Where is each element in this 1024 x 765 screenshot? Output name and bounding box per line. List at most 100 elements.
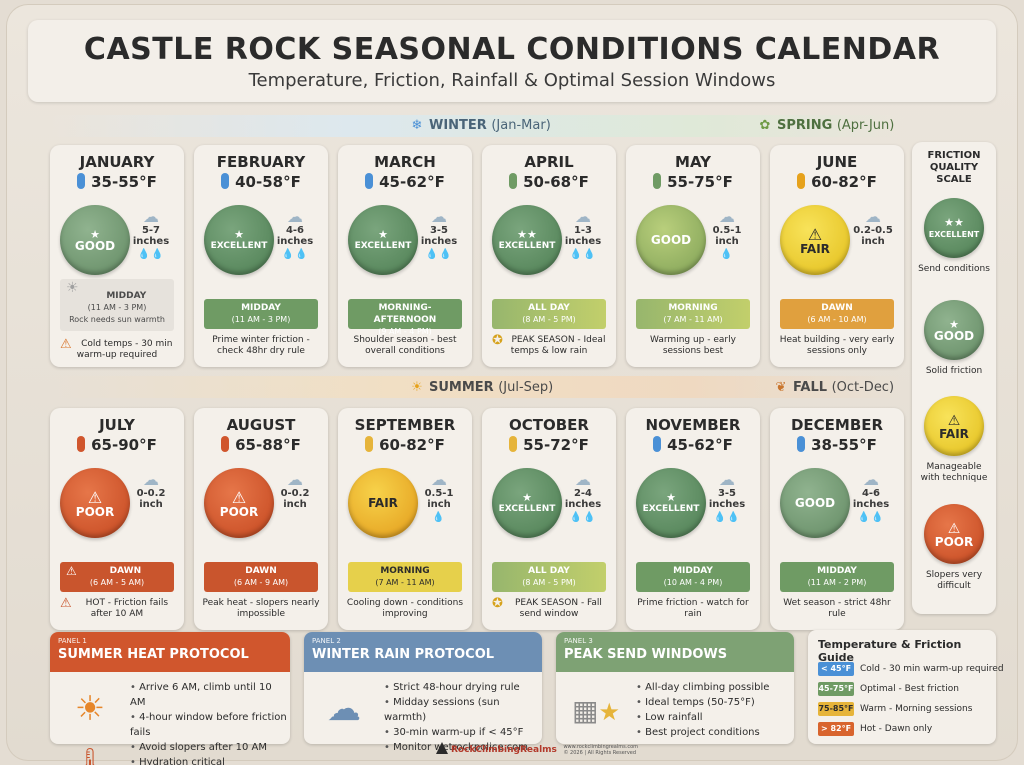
month-note: Shoulder season - best overall condition… [353,335,457,356]
title-box: CASTLE ROCK SEASONAL CONDITIONS CALENDAR… [28,20,996,102]
scale-item-fair: ⚠ FAIR Manageable with technique [918,396,990,484]
month-card-february[interactable]: FEBRUARY 40-58°F ★ EXCELLENT ☁ 4-6 inches 💧💧… [194,145,328,367]
season-label-summer: ☀ SUMMER (Jul-Sep) [411,380,554,395]
temperature-friction-guide: Temperature & Friction Guide < 45°F Cold … [808,630,1004,744]
scale-badge: ★ GOOD [924,300,984,360]
month-temp: 55-72°F [482,436,616,454]
session-window: DAWN (6 AM - 9 AM) [204,562,318,592]
rainfall: ☁ 0.2-0.5 inch [846,209,900,248]
friction-badge: ★★ EXCELLENT [492,205,562,275]
month-temp: 55-75°F [626,173,760,191]
rainfall: ☁ 4-6 inches 💧💧 [846,470,896,524]
friction-badge: ★ EXCELLENT [492,468,562,538]
thermometer-icon [365,436,374,452]
rainfall: ☁ 5-7 inches 💧💧 [126,207,176,261]
month-card-november[interactable]: NOVEMBER 45-62°F ★ EXCELLENT ☁ 3-5 inches 💧💧… [626,408,760,630]
raindrops-icon: 💧💧 [713,512,741,523]
panel-list: All-day climbing possible Ideal temps (5… [636,680,769,740]
friction-badge: GOOD [780,468,850,538]
season-label-winter: ❄ WINTER (Jan-Mar) [411,118,551,133]
month-card-september[interactable]: SEPTEMBER 60-82°F FAIR ☁ 0.5-1 inch 💧 MORNI… [338,408,472,630]
season-label-spring: ✿ SPRING (Apr-Jun) [759,118,895,133]
thermometer-icon [509,173,518,189]
scale-badge: ★★ EXCELLENT [924,198,984,258]
warning-icon: ⚠ [60,337,72,352]
month-name: MAY [675,153,711,171]
friction-badge: ★ EXCELLENT [204,205,274,275]
rainfall: ☁ 0.5-1 inch 💧 [702,209,752,261]
raindrops-icon: 💧💧 [569,512,597,523]
rain-cloud-icon: ☁ [143,470,159,489]
thermometer-icon [365,173,374,189]
medal-icon: ✪ [492,333,503,348]
friction-badge: ★ EXCELLENT [636,468,706,538]
rain-cloud-icon: ☁ [863,470,879,489]
month-temp: 50-68°F [482,173,616,191]
month-card-august[interactable]: AUGUST 65-88°F ⚠ POOR ☁ 0-0.2 inch DAWN (6 A… [194,408,328,630]
raindrops-icon: 💧💧 [281,249,309,260]
thermometer-icon [797,436,806,452]
session-window: ⚠ DAWN (6 AM - 5 AM) [60,562,174,592]
rain-cloud-icon: ☁ [575,470,591,489]
panel-header: PANEL 3 PEAK SEND WINDOWS [556,632,794,672]
raindrops-icon: 💧💧 [857,512,885,523]
session-window: MORNING (7 AM - 11 AM) [636,299,750,329]
raindrops-icon: 💧💧 [425,249,453,260]
month-name: SEPTEMBER [354,416,456,434]
month-temp: 60-82°F [770,173,904,191]
session-window: MIDDAY (11 AM - 2 PM) [780,562,894,592]
warning-icon: ⚠ [66,564,77,578]
leaf-icon: ❦ [775,380,787,395]
scale-badge: ⚠ FAIR [924,396,984,456]
guide-row: < 45°F Cold - 30 min warm-up required [818,662,1004,676]
thermometer-icon [509,436,518,452]
month-name: JANUARY [79,153,155,171]
scale-title: FRICTION QUALITY SCALE [927,150,981,185]
rain-cloud-icon: ☁ [143,207,159,226]
rainfall: ☁ 0-0.2 inch [126,470,176,511]
month-card-october[interactable]: OCTOBER 55-72°F ★ EXCELLENT ☁ 2-4 inches 💧💧 … [482,408,616,630]
guide-row: 75-85°F Warm - Morning sessions [818,702,973,716]
sun-thermometer-icon: ☀🌡 [73,689,107,765]
raindrops-icon: 💧 [432,512,446,523]
rain-cloud-icon: ☁ [431,207,447,226]
month-name: NOVEMBER [645,416,741,434]
session-window: MIDDAY (10 AM - 4 PM) [636,562,750,592]
month-temp: 65-90°F [50,436,184,454]
season-label-fall: ❦ FALL (Oct-Dec) [775,380,895,395]
month-note: ⚠ HOT - Friction fails after 10 AM [60,596,169,619]
month-name: JUNE [816,153,858,171]
month-note: Cooling down - conditions improving [346,598,464,619]
sun-icon: ☀ [66,280,79,296]
thermometer-icon [221,173,230,189]
month-card-april[interactable]: APRIL 50-68°F ★★ EXCELLENT ☁ 1-3 inches 💧💧 A… [482,145,616,367]
month-name: JULY [99,416,135,434]
month-card-march[interactable]: MARCH 45-62°F ★ EXCELLENT ☁ 3-5 inches 💧💧 MO… [338,145,472,367]
rain-cloud-icon: ☁ [431,470,447,489]
footer-brand[interactable]: RockClimbingRealms www.rockclimbingrealm… [436,742,638,760]
scale-badge: ⚠ POOR [924,504,984,564]
calendar-star-icon: ▦★ [572,694,620,727]
month-name: AUGUST [226,416,296,434]
month-card-july[interactable]: JULY 65-90°F ⚠ POOR ☁ 0-0.2 inch ⚠ DAWN (6 AM… [50,408,184,630]
thermometer-icon [221,436,230,452]
guide-row: > 82°F Hot - Dawn only [818,722,932,736]
session-window: MORNING-AFTERNOON (9 AM - 4 PM) [348,299,462,336]
month-card-june[interactable]: JUNE 60-82°F ⚠ FAIR ☁ 0.2-0.5 inch DAWN (6 A… [770,145,904,367]
brand-name: RockClimbingRealms [451,745,557,755]
month-card-january[interactable]: JANUARY 35-55°F ★ GOOD ☁ 5-7 inches 💧💧 ☀ MIDD… [50,145,184,367]
session-window: DAWN (6 AM - 10 AM) [780,299,894,329]
month-name: OCTOBER [509,416,589,434]
month-note: Warming up - early sessions best [650,335,736,356]
month-name: APRIL [524,153,574,171]
month-card-december[interactable]: DECEMBER 38-55°F GOOD ☁ 4-6 inches 💧💧 MIDDA… [770,408,904,630]
guide-title: Temperature & Friction Guide [818,638,962,664]
season-band-bottom [48,376,908,398]
month-card-may[interactable]: MAY 55-75°F GOOD ☁ 0.5-1 inch 💧 MORNING (7 A… [626,145,760,367]
snowflake-icon: ❄ [411,118,423,133]
raindrops-icon: 💧💧 [569,249,597,260]
month-name: DECEMBER [790,416,884,434]
rain-cloud-icon: ☁ [287,207,303,226]
